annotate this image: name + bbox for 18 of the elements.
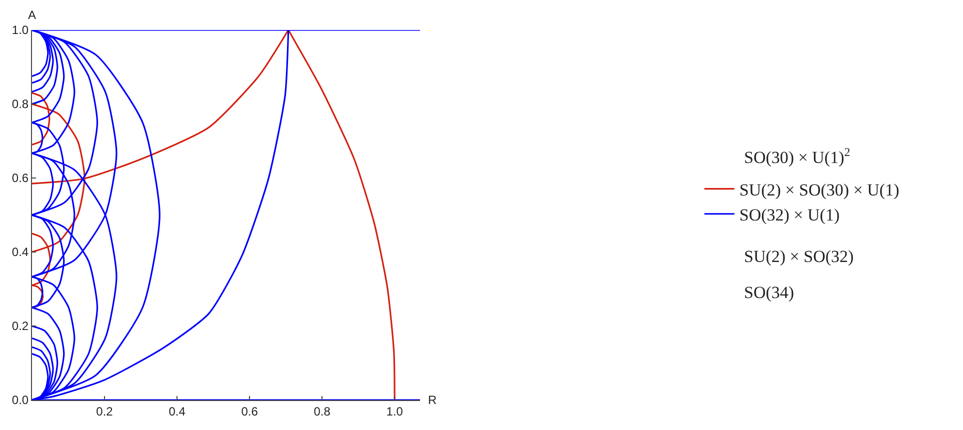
y-tick-label: 0.2 [12,319,29,334]
y-tick-label: 0.6 [12,171,29,186]
text: SO(30) × U(1)$^{2}$ [744,145,850,168]
x-tick-label: 0.8 [314,404,331,418]
y-tick-label: 0.8 [12,97,29,112]
text: SO(34) [744,283,794,302]
x-axis-title: R [428,393,437,407]
y-axis-title: A [28,8,36,22]
x-tick-label: 0.6 [241,404,258,418]
legend-label: SU(2) × SO(30) × U(1) [739,180,900,200]
legend-label: SO(32) × U(1) [739,206,840,225]
x-tick-label: 0.4 [168,404,186,418]
y-tick-label: 0.4 [12,245,29,260]
x-tick-label: 1.0 [386,404,404,418]
x-tick-label: 0.2 [96,404,114,418]
y-tick-label: 0.0 [12,393,29,408]
y-tick-label: 1.0 [12,23,29,38]
text: SU(2) × SO(32) [744,247,854,266]
